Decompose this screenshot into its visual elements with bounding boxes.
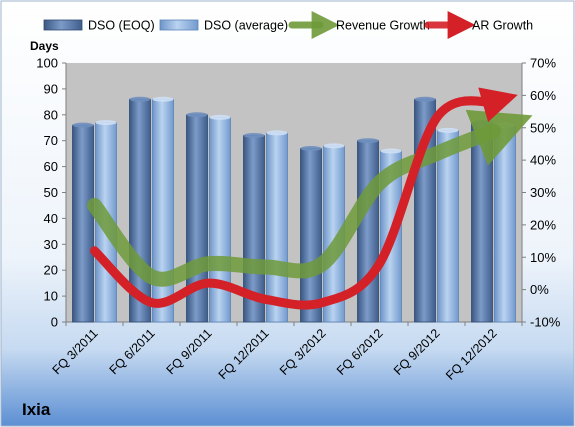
left-tick-label: 60 — [44, 159, 58, 174]
bar-dso-eoq — [357, 140, 379, 323]
bar-dso-eoq — [471, 122, 493, 323]
left-tick-label: 50 — [44, 185, 58, 200]
bar-cap — [300, 145, 322, 151]
bar-cap — [243, 133, 265, 139]
right-tick-label: 0% — [530, 282, 549, 297]
y-axis-label: Days — [30, 39, 59, 53]
left-tick-label: 30 — [44, 237, 58, 252]
right-tick-label: 40% — [530, 153, 556, 168]
left-tick-label: 90 — [44, 81, 58, 96]
legend-label: DSO (average) — [204, 19, 288, 33]
legend: DSO (EOQ) DSO (average) Revenue Growth AR G… — [43, 11, 533, 39]
left-tick-label: 40 — [44, 211, 58, 226]
bar-cap — [380, 148, 402, 154]
legend-label: DSO (EOQ) — [88, 19, 155, 33]
bar-dso-average — [209, 116, 231, 323]
legend-label: AR Growth — [472, 19, 533, 33]
line-revenue-growth — [87, 109, 533, 287]
bar-cap — [209, 114, 231, 120]
bar-cap — [357, 138, 379, 144]
bar-dso-average — [152, 98, 174, 323]
right-tick-label: 10% — [530, 250, 556, 265]
bar-cap — [266, 130, 288, 136]
left-tick-label: 0 — [51, 315, 58, 330]
bar-cap — [129, 96, 151, 102]
right-tick-label: -10% — [530, 315, 561, 330]
bar-dso-average — [266, 132, 288, 323]
bar-cap — [414, 96, 436, 102]
bar-cap — [471, 120, 493, 126]
company-name: Ixia — [22, 400, 51, 419]
bar-dso-eoq — [300, 148, 322, 323]
right-tick-label: 30% — [530, 185, 556, 200]
right-axis: -10% 0% 10% 20% 30% 40% 50% 60% 70% — [521, 56, 561, 330]
bar-cap — [95, 120, 117, 126]
bar-dso-eoq — [72, 124, 94, 323]
right-tick-label: 70% — [530, 56, 556, 71]
bar-cap — [186, 112, 208, 118]
left-tick-label: 100 — [36, 56, 58, 71]
bar-dso-average — [494, 124, 516, 323]
left-tick-label: 70 — [44, 133, 58, 148]
right-tick-label: 20% — [530, 217, 556, 232]
growth-lines — [87, 87, 533, 310]
right-tick-label: 50% — [530, 120, 556, 135]
left-tick-label: 10 — [44, 289, 58, 304]
bar-cap — [323, 143, 345, 149]
line-ar-growth — [90, 87, 518, 310]
legend-label: Revenue Growth — [336, 19, 430, 33]
left-tick-label: 80 — [44, 107, 58, 122]
bar-cap — [152, 96, 174, 102]
left-tick-label: 20 — [44, 263, 58, 278]
legend-swatch — [43, 19, 83, 31]
bar-cap — [72, 122, 94, 128]
bar-cap — [437, 127, 459, 133]
legend-swatch — [159, 19, 199, 31]
right-tick-label: 60% — [530, 88, 556, 103]
